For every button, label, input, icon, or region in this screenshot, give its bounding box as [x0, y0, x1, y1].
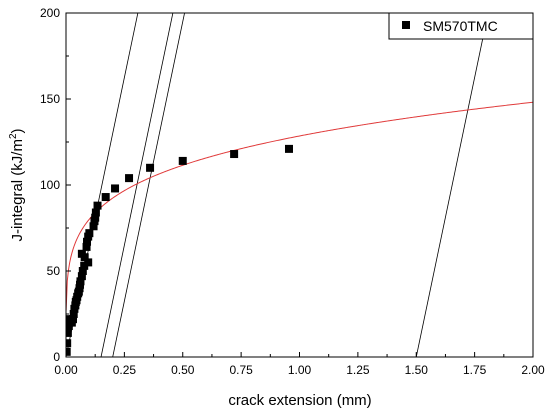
- data-point: [125, 174, 134, 183]
- legend-label: SM570TMC: [423, 18, 498, 34]
- x-tick-label: 1.00: [288, 363, 312, 377]
- legend-box: [388, 12, 534, 40]
- data-point: [93, 201, 102, 210]
- legend: SM570TMC: [388, 12, 534, 40]
- x-tick-label: 1.75: [463, 363, 487, 377]
- y-axis-ticks: 0 50 100 150 200: [40, 6, 71, 364]
- data-point: [76, 277, 85, 286]
- data-points: [66, 144, 293, 356]
- data-point: [66, 347, 71, 356]
- x-tick-label: 2.00: [521, 363, 545, 377]
- x-axis-ticks: 0.00 0.25 0.50 0.75 1.00 1.25 1.50 1.75 2.00: [54, 352, 545, 377]
- plot-frame: [65, 12, 534, 358]
- data-point: [91, 208, 100, 217]
- construction-line: [112, 13, 185, 357]
- y-axis-title: J-integral (kJ/m2): [8, 128, 26, 241]
- fit-curve-group: [66, 101, 533, 311]
- data-point: [89, 222, 98, 231]
- construction-lines: [66, 13, 489, 357]
- data-point: [84, 258, 93, 267]
- y-tick-label: 100: [40, 178, 60, 192]
- data-point: [230, 150, 239, 159]
- data-point: [284, 144, 293, 153]
- data-point: [69, 310, 78, 318]
- y-axis-title-superscript: 2: [8, 133, 19, 139]
- data-point: [66, 339, 72, 348]
- data-point: [69, 315, 78, 324]
- data-point: [78, 267, 87, 275]
- data-point: [85, 229, 94, 238]
- legend-marker: [402, 21, 410, 29]
- data-point: [111, 184, 120, 193]
- x-tick-label: 0.25: [113, 363, 137, 377]
- construction-line: [415, 13, 489, 357]
- construction-line: [100, 13, 174, 357]
- x-tick-label: 1.50: [405, 363, 429, 377]
- data-point: [82, 242, 91, 251]
- data-point: [101, 193, 110, 202]
- x-tick-label: 1.25: [346, 363, 370, 377]
- y-tick-label: 50: [47, 264, 61, 278]
- x-axis-title: crack extension (mm): [228, 392, 371, 409]
- y-tick-label: 0: [53, 350, 60, 364]
- x-tick-label: 0.00: [54, 363, 78, 377]
- y-tick-label: 150: [40, 92, 60, 106]
- x-tick-label: 0.75: [229, 363, 253, 377]
- data-point: [178, 156, 187, 165]
- data-point: [91, 213, 100, 222]
- data-point: [146, 163, 155, 172]
- y-tick-label: 200: [40, 6, 60, 20]
- data-point: [80, 253, 89, 262]
- data-point: [66, 328, 72, 337]
- data-point: [83, 237, 92, 246]
- x-tick-label: 0.50: [171, 363, 195, 377]
- fit-curve: [66, 101, 533, 311]
- data-point: [77, 272, 86, 281]
